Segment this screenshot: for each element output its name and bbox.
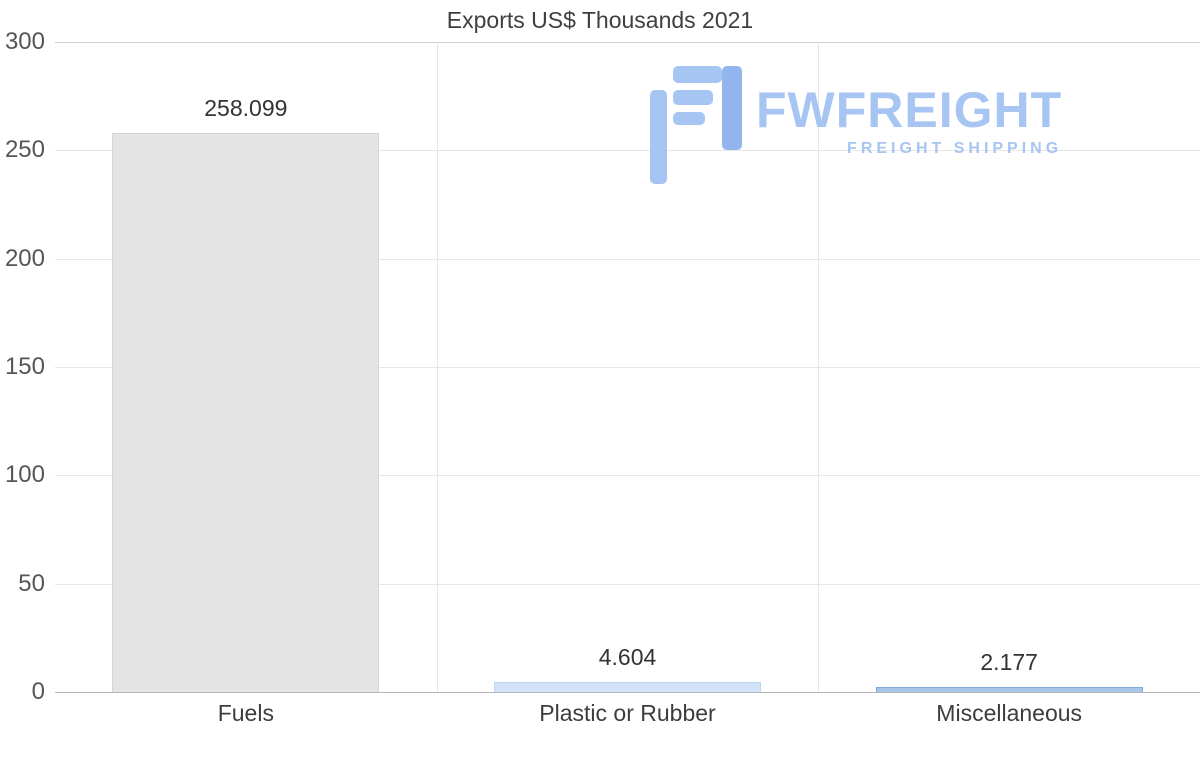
bar-miscellaneous [875,687,1143,692]
bar-group-fuels: 258.099 [55,42,437,692]
chart-title: Exports US$ Thousands 2021 [446,7,754,33]
bar-fuels [112,132,380,692]
y-tick-label: 150 [4,353,45,380]
y-tick-label: 0 [31,678,45,705]
bar-value-label: 2.177 [980,649,1038,676]
y-tick-label: 50 [18,569,45,597]
bar-value-label: 258.099 [204,94,288,121]
gridline [55,258,1200,260]
bar-group-miscellaneous: 2.177 [818,42,1200,692]
bar-plastic-or-rubber [493,682,762,692]
gridline [55,583,1200,585]
gridline [55,150,1200,152]
plot-area: 258.099 4.604 2.177 [55,42,1200,693]
x-label-fuels: Fuels [217,700,274,726]
y-tick-label: 100 [4,461,45,489]
x-label-miscellaneous: Miscellaneous [936,700,1083,726]
bar-group-plastic-or-rubber: 4.604 [437,42,819,692]
vertical-gridline [436,42,438,692]
gridline [55,367,1200,368]
gridline [55,42,1200,43]
gridline [55,475,1200,477]
y-tick-label: 300 [4,28,45,55]
bar-value-label: 4.604 [598,644,657,671]
vertical-gridline [818,42,820,692]
y-tick-label: 200 [4,244,45,272]
x-axis-labels: Fuels Plastic or Rubber Miscellaneous [55,700,1200,727]
y-tick-label: 250 [4,136,45,164]
x-label-plastic-or-rubber: Plastic or Rubber [539,700,716,726]
gridline [55,692,1200,693]
bars-row: 258.099 4.604 2.177 [55,42,1200,692]
